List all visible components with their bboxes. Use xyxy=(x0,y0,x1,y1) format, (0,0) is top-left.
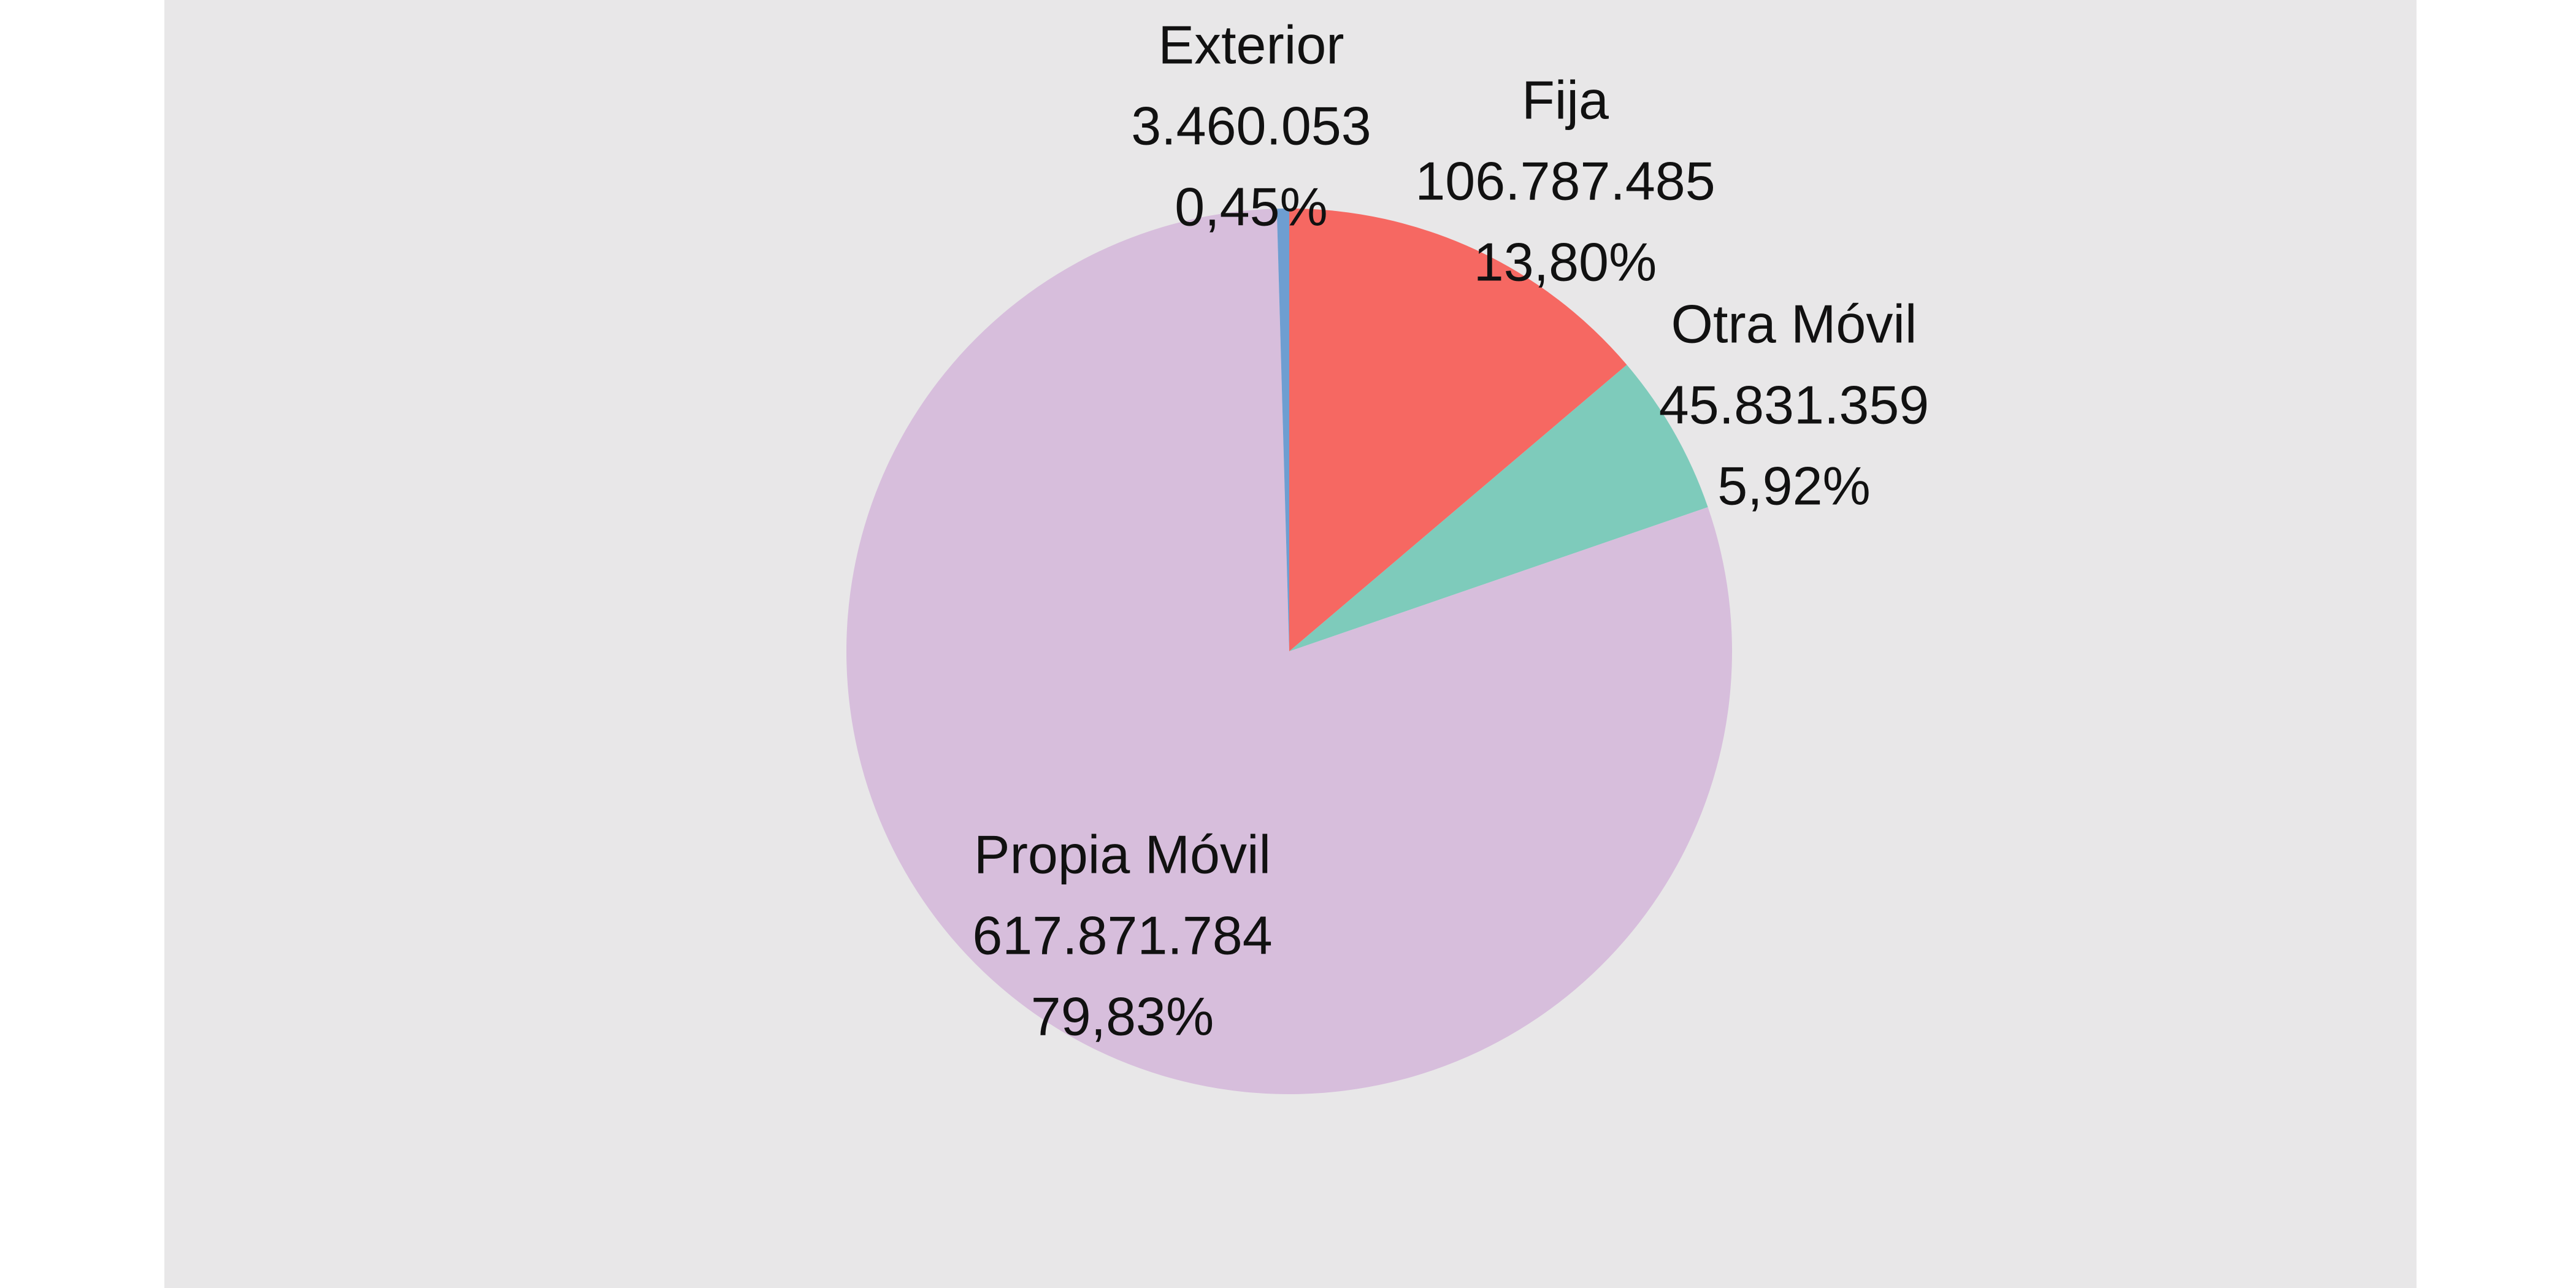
pie-slice-exterior xyxy=(1276,209,1289,651)
slice-name-label-otra-m-vil: Otra Móvil xyxy=(1671,293,1917,354)
pie-slice-propia-m-vil xyxy=(846,209,1732,1095)
slice-name-label-fija: Fija xyxy=(1522,69,1609,130)
slice-percent-label-fija: 13,80% xyxy=(1474,231,1657,292)
slice-name-label-exterior: Exterior xyxy=(1158,14,1344,75)
slice-name-label-propia-m-vil: Propia Móvil xyxy=(974,824,1271,884)
slice-value-label-fija: 106.787.485 xyxy=(1415,150,1715,211)
slice-value-label-propia-m-vil: 617.871.784 xyxy=(972,905,1272,965)
pie-slice-fija xyxy=(1289,209,1627,651)
slice-percent-label-exterior: 0,45% xyxy=(1175,176,1328,237)
slice-percent-label-otra-m-vil: 5,92% xyxy=(1717,455,1871,516)
pie-slices xyxy=(846,209,1732,1095)
slice-percent-label-propia-m-vil: 79,83% xyxy=(1031,986,1214,1046)
slice-value-label-otra-m-vil: 45.831.359 xyxy=(1659,374,1929,435)
slice-value-label-exterior: 3.460.053 xyxy=(1131,95,1371,156)
pie-labels: Fija 106.787.485 13,80%Otra Móvil 45.831.35… xyxy=(972,14,1929,1046)
pie-slice-otra-m-vil xyxy=(1289,364,1708,651)
